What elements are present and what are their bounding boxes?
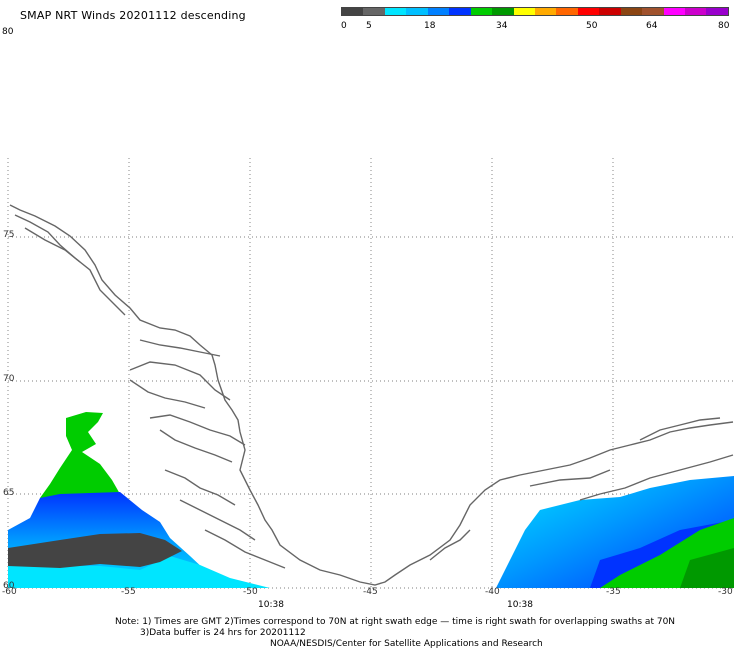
colorbar-segment-14 <box>642 8 664 15</box>
lon-label-minus30: -30 <box>718 587 733 597</box>
colorbar-segment-3 <box>406 8 428 15</box>
greenland-coastline <box>9 204 734 586</box>
colorbar-segment-8 <box>513 8 535 15</box>
map-title: SMAP NRT Winds 20201112 descending <box>20 9 246 22</box>
colorbar-segment-2 <box>384 8 407 15</box>
swath-time-east: 10:38 <box>507 600 533 610</box>
colorbar-segment-13 <box>620 8 643 15</box>
colorbar-segment-0 <box>342 8 364 15</box>
colorbar-segment-12 <box>599 8 621 15</box>
lon-label-minus55: -55 <box>121 587 136 597</box>
lat-label-65: 65 <box>3 488 15 498</box>
lon-label-minus35: -35 <box>606 587 621 597</box>
colorbar-segment-7 <box>492 8 514 15</box>
colorbar-label-50: 50 <box>586 21 598 31</box>
colorbar-label-5: 5 <box>366 21 372 31</box>
colorbar-label-80: 80 <box>718 21 730 31</box>
colorbar-segment-17 <box>706 8 728 15</box>
colorbar-segment-9 <box>534 8 557 15</box>
colorbar-label-34: 34 <box>496 21 508 31</box>
lon-label-minus40: -40 <box>485 587 500 597</box>
colorbar-segment-1 <box>363 8 385 15</box>
lat-label-75: 75 <box>3 230 15 240</box>
footer-note: Note: 1) Times are GMT 2)Times correspon… <box>115 617 676 627</box>
colorbar-segment-5 <box>449 8 471 15</box>
lat-label-70: 70 <box>3 374 15 384</box>
lon-label-minus60: -60 <box>2 587 17 597</box>
west-swath <box>8 412 270 588</box>
wind-speed-colorbar <box>341 7 729 16</box>
footer-credit: NOAA/NESDIS/Center for Satellite Applica… <box>270 639 543 649</box>
colorbar-segment-6 <box>470 8 493 15</box>
colorbar-label-64: 64 <box>646 21 658 31</box>
footer-buffer-note: 3)Data buffer is 24 hrs for 20201112 <box>140 628 306 638</box>
swath-time-west: 10:38 <box>258 600 284 610</box>
colorbar-label-18: 18 <box>424 21 436 31</box>
colorbar-segment-4 <box>427 8 450 15</box>
lon-label-minus45: -45 <box>363 587 378 597</box>
colorbar-segment-11 <box>577 8 600 15</box>
lat-label-80: 80 <box>2 27 14 37</box>
colorbar-segment-16 <box>685 8 707 15</box>
colorbar-segment-15 <box>663 8 685 15</box>
lon-label-minus50: -50 <box>243 587 258 597</box>
colorbar-label-0: 0 <box>341 21 347 31</box>
lat-label-60: 60 <box>3 581 15 591</box>
east-swath <box>496 476 734 588</box>
colorbar-segment-10 <box>556 8 578 15</box>
